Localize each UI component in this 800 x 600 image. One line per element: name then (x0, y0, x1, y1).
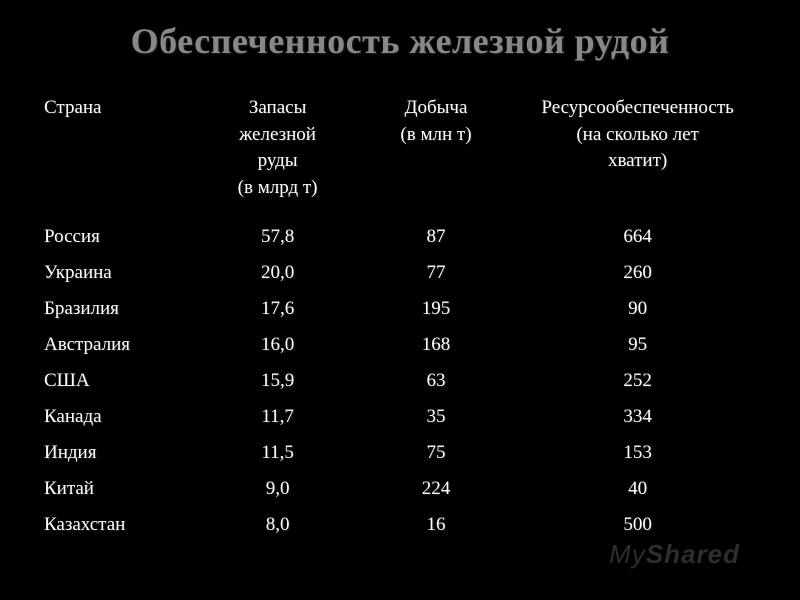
cell-country: Россия (40, 219, 198, 255)
cell-supply: 500 (515, 507, 760, 543)
header-supply-l2: (на сколько лет (576, 124, 699, 145)
cell-reserves: 17,6 (198, 291, 356, 327)
table-row: Казахстан 8,0 16 500 (40, 507, 760, 543)
data-table: Страна Запасы железной руды (в млрд т) Д… (40, 87, 760, 543)
table-body: Россия 57,8 87 664 Украина 20,0 77 260 Б… (40, 219, 760, 543)
table-row: Бразилия 17,6 195 90 (40, 291, 760, 327)
table-row: США 15,9 63 252 (40, 363, 760, 399)
cell-reserves: 11,7 (198, 399, 356, 435)
cell-extraction: 63 (357, 363, 515, 399)
header-reserves-l2: железной (239, 124, 316, 145)
header-supply-l1: Ресурсообеспеченность (541, 97, 733, 118)
cell-supply: 40 (515, 471, 760, 507)
cell-extraction: 77 (357, 255, 515, 291)
cell-reserves: 15,9 (198, 363, 356, 399)
header-reserves-l1: Запасы (249, 97, 307, 118)
cell-supply: 252 (515, 363, 760, 399)
cell-extraction: 87 (357, 219, 515, 255)
col-header-extraction: Добыча (в млн т) (357, 87, 515, 219)
cell-reserves: 16,0 (198, 327, 356, 363)
cell-country: Австралия (40, 327, 198, 363)
slide-container: Обеспеченность железной рудой Страна Зап… (0, 0, 800, 600)
header-reserves-l4: (в млрд т) (238, 177, 318, 198)
col-header-reserves: Запасы железной руды (в млрд т) (198, 87, 356, 219)
cell-country: Бразилия (40, 291, 198, 327)
table-row: Китай 9,0 224 40 (40, 471, 760, 507)
cell-supply: 664 (515, 219, 760, 255)
table-header-row: Страна Запасы железной руды (в млрд т) Д… (40, 87, 760, 219)
table-row: Канада 11,7 35 334 (40, 399, 760, 435)
cell-country: Украина (40, 255, 198, 291)
cell-supply: 95 (515, 327, 760, 363)
cell-supply: 334 (515, 399, 760, 435)
cell-supply: 260 (515, 255, 760, 291)
table-row: Австралия 16,0 168 95 (40, 327, 760, 363)
cell-reserves: 11,5 (198, 435, 356, 471)
cell-extraction: 224 (357, 471, 515, 507)
cell-supply: 90 (515, 291, 760, 327)
header-supply-l3: хватит) (608, 150, 667, 171)
cell-reserves: 8,0 (198, 507, 356, 543)
col-header-supply: Ресурсообеспеченность (на сколько лет хв… (515, 87, 760, 219)
header-extraction-l1: Добыча (405, 97, 468, 118)
cell-extraction: 35 (357, 399, 515, 435)
cell-reserves: 20,0 (198, 255, 356, 291)
cell-extraction: 195 (357, 291, 515, 327)
col-header-country: Страна (40, 87, 198, 219)
cell-country: Индия (40, 435, 198, 471)
cell-supply: 153 (515, 435, 760, 471)
cell-extraction: 168 (357, 327, 515, 363)
cell-country: Китай (40, 471, 198, 507)
table-row: Россия 57,8 87 664 (40, 219, 760, 255)
cell-reserves: 9,0 (198, 471, 356, 507)
cell-extraction: 16 (357, 507, 515, 543)
header-reserves-l3: руды (258, 150, 298, 171)
table-row: Украина 20,0 77 260 (40, 255, 760, 291)
cell-extraction: 75 (357, 435, 515, 471)
cell-country: Канада (40, 399, 198, 435)
header-extraction-l2: (в млн т) (400, 124, 471, 145)
cell-country: США (40, 363, 198, 399)
slide-title: Обеспеченность железной рудой (40, 20, 760, 62)
cell-country: Казахстан (40, 507, 198, 543)
table-row: Индия 11,5 75 153 (40, 435, 760, 471)
cell-reserves: 57,8 (198, 219, 356, 255)
